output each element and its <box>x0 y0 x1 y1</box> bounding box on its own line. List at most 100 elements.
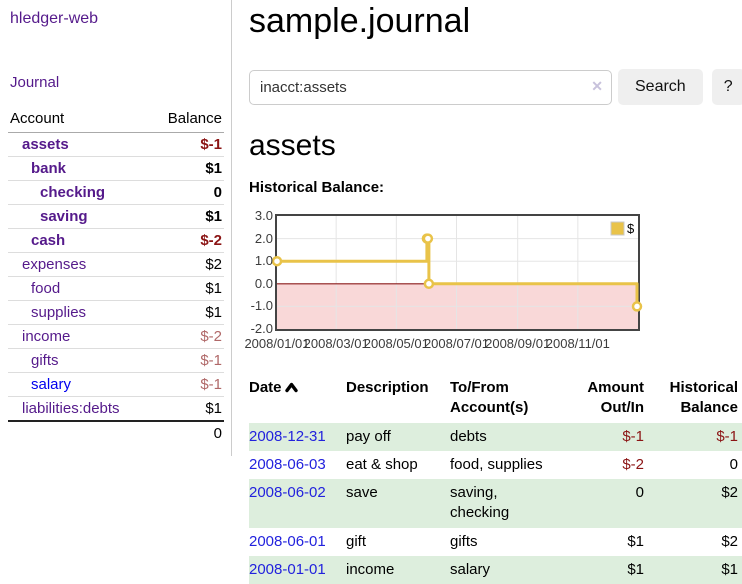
register-header-date[interactable]: Date <box>249 374 346 423</box>
transaction-date-link[interactable]: 2008-12-31 <box>249 427 326 445</box>
account-balance: $-1 <box>200 136 222 153</box>
account-link-assets[interactable]: assets <box>22 136 69 153</box>
x-axis-tick-label: 2008/07/01 <box>423 336 490 351</box>
account-row: cash $-2 <box>8 228 224 253</box>
svg-text:$: $ <box>627 221 635 236</box>
y-axis-tick-label: 1.0 <box>254 253 273 269</box>
help-button[interactable]: ? <box>711 69 742 105</box>
x-axis-tick-label: 2008/09/01 <box>485 336 551 351</box>
y-axis-tick-label: 3.0 <box>254 208 273 223</box>
page-title: sample.journal <box>249 2 471 40</box>
register-header-amount: Amount Out/In <box>587 379 644 417</box>
transaction-amount: $1 <box>627 560 644 578</box>
register-table: Date Description To/From Account(s) Amou… <box>249 374 742 584</box>
sort-up-icon <box>284 379 298 399</box>
x-axis-tick-label: 2008/11/01 <box>545 336 610 351</box>
account-row: assets $-1 <box>8 133 224 157</box>
account-row: food $1 <box>8 276 224 301</box>
register-row[interactable]: 2008-12-31 pay off debts $-1 $-1 <box>249 422 742 451</box>
account-link-cash[interactable]: cash <box>31 232 66 249</box>
account-balance: $-2 <box>149 324 224 349</box>
account-balance: 0 <box>149 180 224 205</box>
account-link-supplies[interactable]: supplies <box>31 304 87 321</box>
transaction-date-link[interactable]: 2008-06-02 <box>249 484 326 501</box>
main-content: sample.journal ✕ Search ? assets Histori… <box>244 0 742 584</box>
account-row: income $-2 <box>8 324 224 349</box>
transaction-accounts: saving, checking <box>450 484 510 522</box>
transaction-amount: $-1 <box>622 427 644 445</box>
search-button[interactable]: Search <box>618 69 703 105</box>
transaction-description: pay off <box>346 427 391 445</box>
y-axis-tick-label: -2.0 <box>250 321 273 336</box>
account-row: saving $1 <box>8 204 224 229</box>
transaction-description: income <box>346 560 395 578</box>
transaction-date-link[interactable]: 2008-06-01 <box>249 532 326 550</box>
journal-link[interactable]: Journal <box>10 74 60 91</box>
y-axis-tick-label: 2.0 <box>254 230 273 246</box>
account-balance: $-1 <box>149 348 224 373</box>
account-link-liabilities-debts[interactable]: liabilities:debts <box>22 400 120 417</box>
accounts-table: Account Balance assets $-1 bank $1 checking 0… <box>8 107 224 445</box>
accounts-header-account: Account <box>8 107 150 133</box>
register-row[interactable]: 2008-06-01 gift gifts $1 $2 <box>249 528 742 556</box>
account-heading: assets <box>249 129 336 162</box>
x-axis-tick-label: 2008/03/01 <box>303 336 369 351</box>
register-row[interactable]: 2008-06-03 eat & shop food, supplies $-2 0 <box>249 451 742 479</box>
accounts-header-balance: Balance <box>149 107 224 133</box>
transaction-description: save <box>346 484 378 501</box>
account-link-food[interactable]: food <box>31 280 61 297</box>
account-row: gifts $-1 <box>8 348 224 373</box>
transaction-balance: $2 <box>721 484 738 501</box>
account-balance: $-1 <box>149 372 224 397</box>
accounts-total-value: 0 <box>149 420 224 445</box>
account-link-bank[interactable]: bank <box>31 160 67 177</box>
transaction-balance: $-1 <box>716 427 738 445</box>
x-axis-tick-label: 2008/01/01 <box>244 336 310 351</box>
register-header-description: Description <box>346 379 429 396</box>
account-link-checking[interactable]: checking <box>40 184 106 201</box>
chart-plot-area: $ <box>271 214 643 331</box>
chart-title: Historical Balance: <box>249 179 385 196</box>
account-link-income[interactable]: income <box>22 328 71 345</box>
register-row[interactable]: 2008-01-01 income salary $1 $1 <box>249 555 742 584</box>
historical-balance-chart: $ 3.0 2.0 1.0 0.0 -1.0 -2.0 2008/01/01 2008/03/… <box>244 208 742 354</box>
account-balance: $1 <box>149 300 224 325</box>
transaction-date-link[interactable]: 2008-06-03 <box>249 455 326 473</box>
search-input[interactable] <box>249 69 612 105</box>
account-link-saving[interactable]: saving <box>40 208 88 225</box>
transaction-balance: 0 <box>729 455 738 473</box>
account-link-expenses[interactable]: expenses <box>22 256 87 273</box>
register-row[interactable]: 2008-06-02 save saving, checking 0 $2 <box>249 479 742 528</box>
account-balance: $1 <box>149 396 224 421</box>
nav-journal: Journal <box>10 74 231 91</box>
account-row: liabilities:debts $1 <box>8 396 224 421</box>
account-row: checking 0 <box>8 180 224 205</box>
account-balance: $1 <box>149 156 224 181</box>
y-axis-tick-label: -1.0 <box>250 298 273 314</box>
transaction-balance: $1 <box>721 560 738 578</box>
account-balance: $2 <box>149 252 224 277</box>
register-header-accounts: To/From Account(s) <box>450 379 529 417</box>
clear-search-icon[interactable]: ✕ <box>591 77 603 94</box>
account-balance: $1 <box>149 276 224 301</box>
sidebar: hledger-web Journal Account Balance asse… <box>0 0 232 456</box>
account-link-gifts[interactable]: gifts <box>31 352 59 369</box>
y-axis-tick-label: 0.0 <box>254 275 273 291</box>
transaction-amount: $-2 <box>622 455 644 473</box>
transaction-amount: $1 <box>627 532 644 550</box>
register-header-balance: Historical Balance <box>669 379 738 417</box>
transaction-balance: $2 <box>721 532 738 550</box>
brand-link[interactable]: hledger-web <box>10 10 99 27</box>
transaction-accounts: food, supplies <box>450 455 543 473</box>
transaction-description: gift <box>346 532 367 550</box>
x-axis-tick-label: 2008/05/01 <box>363 336 429 351</box>
transaction-amount: 0 <box>635 484 644 501</box>
account-row: salary $-1 <box>8 372 224 397</box>
account-link-salary[interactable]: salary <box>31 376 72 393</box>
account-balance: $-2 <box>149 228 224 253</box>
search-form: ✕ Search ? <box>249 69 742 105</box>
transaction-description: eat & shop <box>346 455 418 473</box>
transaction-date-link[interactable]: 2008-01-01 <box>249 560 326 578</box>
accounts-total-row: 0 <box>8 420 224 445</box>
transaction-accounts: debts <box>450 427 487 445</box>
